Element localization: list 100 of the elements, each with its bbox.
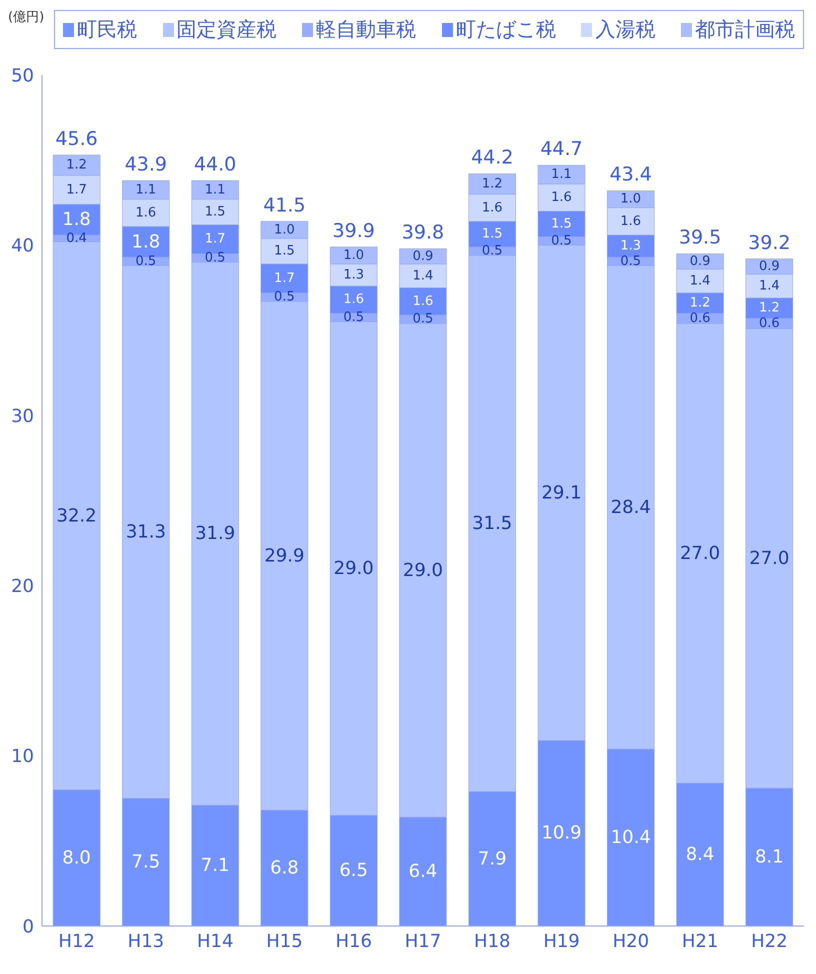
y-tick-label: 30 [11,406,34,427]
total-label: 45.6 [55,128,98,150]
y-tick-label: 0 [22,916,34,938]
data-label: 0.5 [620,254,642,269]
data-label: 0.4 [66,230,87,246]
data-label: 7.9 [478,848,507,870]
y-tick-label: 10 [11,746,34,768]
data-label: 0.5 [136,254,156,269]
data-label: 31.3 [126,521,166,542]
data-label: 1.6 [482,200,503,216]
data-label: 1.4 [690,273,710,288]
data-label: 0.5 [551,233,572,248]
total-label: 44.2 [471,146,514,169]
total-label: 39.8 [402,222,444,244]
legend-label: 町たばこ税 [454,16,556,43]
data-label: 1.0 [620,192,642,207]
data-label: 1.5 [482,226,503,242]
data-label: 0.9 [412,248,434,264]
total-label: 39.5 [678,226,722,249]
data-label: 1.0 [343,248,364,263]
data-label: 0.6 [690,310,710,326]
x-tick-label: H14 [196,930,234,952]
data-label: 1.6 [620,214,642,229]
data-label: 1.1 [551,167,572,182]
total-label: 44.0 [194,154,236,176]
x-tick-label: H19 [543,930,580,952]
data-label: 1.5 [274,244,295,259]
data-label: 1.6 [412,294,434,309]
data-label: 1.7 [204,232,226,247]
legend-label: 都市計画税 [694,16,795,43]
y-tick-label: 40 [11,236,34,257]
data-label: 6.5 [339,860,368,882]
data-label: 0.9 [758,258,780,274]
x-tick-label: H15 [266,930,303,952]
x-tick-label: H18 [474,930,510,952]
data-label: 0.6 [758,316,780,331]
data-label: 0.5 [274,290,295,305]
data-label: 29.9 [264,545,304,566]
data-label: 8.0 [62,847,91,868]
data-label: 7.1 [200,855,230,876]
data-label: 1.7 [66,182,87,198]
data-label: 1.2 [758,300,780,316]
data-label: 6.8 [270,858,299,879]
data-label: 1.2 [66,158,87,173]
data-label: 1.0 [274,222,295,238]
total-label: 39.2 [748,232,790,254]
data-label: 1.7 [274,270,295,286]
legend-label: 町民税 [76,16,137,43]
data-label: 29.1 [541,482,582,504]
x-tick-label: H12 [58,930,95,952]
x-tick-label: H16 [336,930,372,952]
data-label: 1.8 [132,231,160,252]
legend-label: 軽自動車税 [315,16,416,43]
data-label: 0.5 [343,310,364,326]
legend-label: 固定資産税 [176,16,277,43]
x-tick-label: H17 [404,930,442,952]
data-label: 1.2 [690,296,710,311]
data-label: 31.9 [195,523,236,544]
data-label: 1.8 [62,209,91,230]
data-label: 27.0 [749,548,790,569]
total-label: 41.5 [263,194,306,216]
data-label: 1.6 [136,205,156,220]
data-label: 1.4 [758,278,780,294]
y-axis-title: (億円) [8,9,44,26]
x-tick-label: H22 [751,930,788,952]
data-label: 29.0 [402,560,443,581]
data-label: 1.3 [620,238,642,254]
data-label: 1.6 [343,292,364,308]
data-label: 1.4 [412,268,434,284]
data-label: 7.5 [132,852,160,873]
legend-label: 入湯税 [594,16,656,43]
y-tick-label: 50 [11,65,34,86]
x-tick-label: H13 [128,930,164,952]
data-label: 32.2 [56,505,97,526]
data-label: 28.4 [610,496,651,518]
data-label: 31.5 [472,512,512,534]
total-label: 39.9 [332,220,375,242]
total-label: 43.4 [610,164,652,186]
data-label: 0.5 [204,250,226,266]
data-label: 8.4 [686,844,714,866]
data-label: 1.5 [551,216,572,232]
data-label: 10.9 [541,822,582,844]
data-label: 1.6 [551,190,572,206]
total-label: 43.9 [124,154,168,176]
data-label: 8.1 [754,846,784,868]
data-label: 0.9 [690,254,710,269]
data-label: 1.1 [136,182,156,198]
y-tick-label: 20 [11,576,34,597]
total-label: 44.7 [540,138,583,160]
data-label: 1.1 [204,182,226,198]
data-label: 0.5 [412,312,434,327]
data-label: 1.3 [343,267,364,282]
data-label: 27.0 [680,542,720,564]
x-tick-label: H20 [612,930,650,952]
x-tick-label: H21 [682,930,718,952]
data-label: 6.4 [408,861,438,882]
data-label: 0.5 [482,244,503,259]
data-label: 1.5 [204,204,226,220]
data-label: 1.2 [482,176,503,192]
data-label: 29.0 [334,558,374,580]
